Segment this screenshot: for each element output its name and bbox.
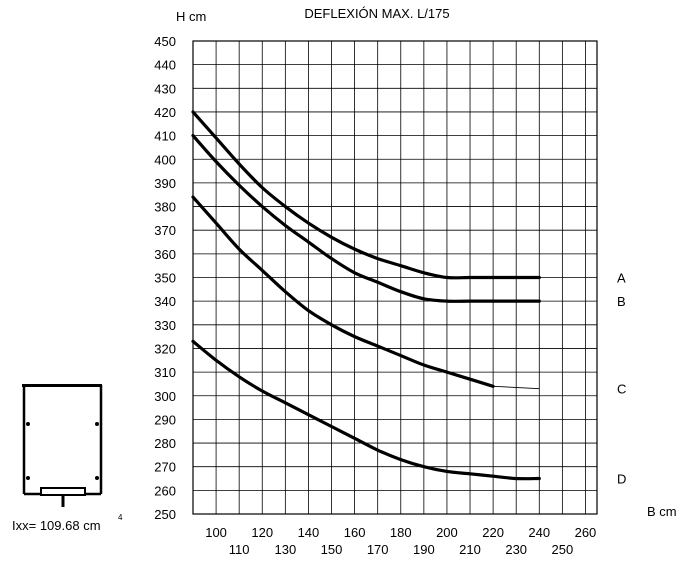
profile-section-icon (22, 384, 103, 507)
series-lines (191, 110, 541, 481)
y-tick-label: 360 (154, 247, 176, 262)
y-tick-label: 330 (154, 318, 176, 333)
x-tick-label: 190 (413, 542, 435, 557)
x-tick-label: 210 (459, 542, 481, 557)
y-tick-label: 250 (154, 507, 176, 522)
x-tick-label: 260 (575, 525, 597, 540)
x-tick-label: 100 (205, 525, 227, 540)
x-tick-label: 150 (321, 542, 343, 557)
y-tick-label: 400 (154, 152, 176, 167)
y-tick-label: 320 (154, 341, 176, 356)
y-tick-label: 310 (154, 365, 176, 380)
y-tick-label: 440 (154, 58, 176, 73)
y-tick-label: 350 (154, 271, 176, 286)
y-tick-label: 420 (154, 105, 176, 120)
y-axis-label: H cm (176, 9, 206, 24)
y-tick-label: 270 (154, 460, 176, 475)
series-line-a (191, 110, 541, 280)
moment-of-inertia-exponent: 4 (118, 513, 123, 522)
x-tick-label: 240 (528, 525, 550, 540)
series-label-b: B (617, 294, 626, 309)
y-tick-label: 370 (154, 223, 176, 238)
series-line-c (191, 195, 495, 388)
x-tick-label: 130 (274, 542, 296, 557)
series-line-d (191, 339, 541, 481)
x-tick-label: 200 (436, 525, 458, 540)
y-tick-labels: 450 440 430 420 410 400 390 380 370 360 350 340 330 3… (154, 34, 176, 522)
y-tick-label: 340 (154, 294, 176, 309)
y-tick-label: 410 (154, 129, 176, 144)
x-tick-label: 180 (390, 525, 412, 540)
series-label-a: A (617, 271, 626, 286)
series-extension-c (493, 385, 540, 390)
series-labels: AB C D (617, 271, 626, 487)
x-tick-label: 140 (298, 525, 320, 540)
y-tick-label: 390 (154, 176, 176, 191)
x-tick-label: 250 (552, 542, 574, 557)
plot-frame (192, 40, 598, 515)
series-line-b (191, 134, 541, 303)
series-label-c: C (617, 382, 626, 397)
y-tick-label: 300 (154, 389, 176, 404)
x-axis-label: B cm (647, 504, 677, 519)
x-tick-label: 110 (229, 542, 250, 557)
x-tick-label: 170 (367, 542, 389, 557)
x-tick-label: 230 (505, 542, 527, 557)
moment-of-inertia-label: Ixx= 109.68 cm (12, 518, 101, 533)
y-tick-label: 430 (154, 81, 176, 96)
chart-title: DEFLEXIÓN MAX. L/175 (304, 6, 449, 21)
y-tick-label: 280 (154, 436, 176, 451)
series-label-d: D (617, 472, 626, 487)
x-tick-label: 120 (251, 525, 273, 540)
x-tick-label: 220 (482, 525, 504, 540)
y-tick-label: 450 (154, 34, 176, 49)
y-tick-label: 260 (154, 483, 176, 498)
x-tick-labels: 100 120 140 160 180 200 220 240 260 110 130 150 170 1… (205, 525, 596, 557)
x-tick-label: 160 (344, 525, 366, 540)
y-tick-label: 290 (154, 412, 176, 427)
y-tick-label: 380 (154, 200, 176, 215)
